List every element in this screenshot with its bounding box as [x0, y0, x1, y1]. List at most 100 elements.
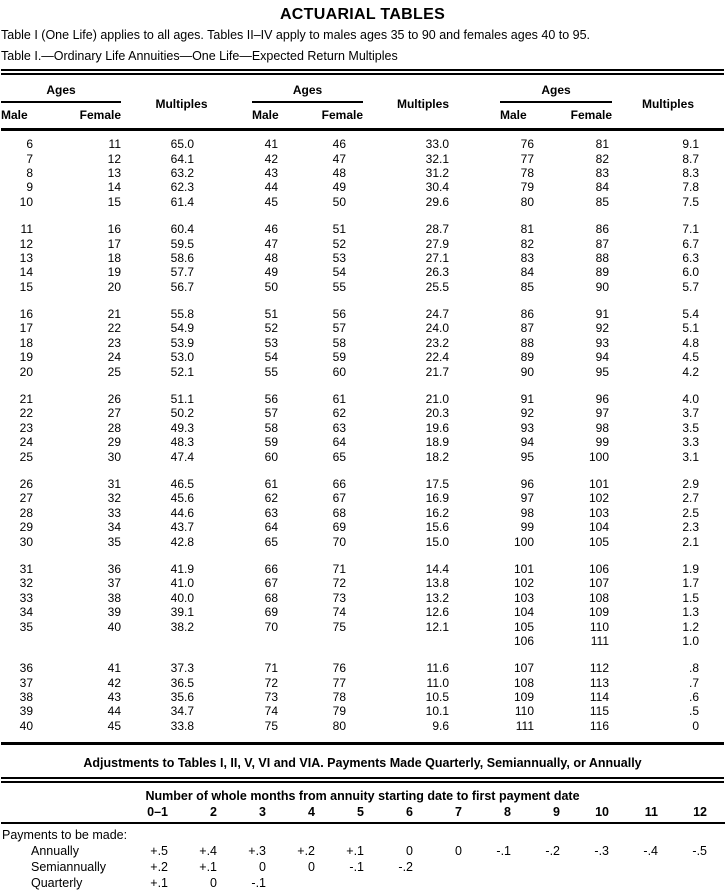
table-cell: 38	[19, 690, 33, 705]
block-gap	[1, 379, 725, 392]
table-cell: 100	[513, 534, 534, 549]
table-cell: 32	[19, 576, 33, 591]
table-cell	[699, 307, 725, 321]
table-cell: 74	[332, 605, 346, 620]
table-cell: 20	[107, 279, 121, 294]
table-cell: 6.3	[682, 250, 699, 265]
table-cell: 77	[332, 675, 346, 690]
table-cell: 37.3	[170, 661, 194, 676]
table-cell: 44.6	[170, 505, 194, 520]
table-cell: 16.9	[425, 491, 449, 506]
table-cell: 6.0	[682, 265, 699, 280]
table-row: 11 16 60.4 46 51 28.7 81 86 7.1	[1, 222, 725, 236]
multiples-heading: Multiples	[396, 96, 449, 111]
adjustment-value-cell	[658, 859, 707, 875]
table-cell: 2.7	[682, 491, 699, 506]
table-cell: 17	[19, 321, 33, 336]
table-cell: 32	[107, 491, 121, 506]
ages-block: Ages Male Female	[500, 83, 612, 128]
table-cell	[699, 435, 725, 449]
block-gap	[1, 549, 725, 562]
adjustment-row: Semiannually +.2 +.1 0 0 -.1 -.2	[1, 859, 725, 875]
table-cell: 105	[513, 619, 534, 634]
adjustment-value-cell: +.1	[150, 876, 168, 891]
table-row: 25 30 47.4 60 65 18.2 95 100 3.1	[1, 449, 725, 464]
table-cell: 73	[264, 690, 278, 705]
table-cell: 11	[108, 137, 121, 152]
months-caption: Number of whole months from annuity star…	[145, 789, 580, 804]
table-cell: 14	[107, 180, 121, 195]
table-cell: 67	[264, 576, 278, 591]
table-cell: 106	[588, 561, 609, 576]
table-cell: 36	[107, 561, 121, 576]
table-cell: 7	[26, 151, 33, 166]
adjustment-value-cell	[462, 875, 511, 891]
table-cell	[699, 520, 725, 534]
table-cell: 53.0	[170, 350, 194, 365]
table-cell: 29.6	[425, 194, 449, 209]
table-cell: 36	[19, 661, 33, 676]
table-cell: 107	[513, 661, 534, 676]
table-cell: 16.2	[425, 505, 449, 520]
table-cell	[699, 676, 725, 690]
table-cell: 50.2	[170, 406, 194, 421]
row-filler	[707, 875, 725, 891]
table-cell: 77	[520, 151, 534, 166]
male-female-row: Male Female	[252, 103, 363, 128]
male-female-row: Male Female	[1, 103, 121, 128]
table-cell: 102	[513, 576, 534, 591]
table-cell	[699, 634, 725, 648]
table-cell: 71	[332, 561, 346, 576]
table-row: 106 111 1.0	[1, 634, 725, 648]
table-cell: 43	[107, 690, 121, 705]
table-cell: 9.1	[682, 137, 699, 152]
table-cell: 35	[107, 534, 121, 549]
table-cell: 5.1	[682, 321, 699, 336]
table-cell: 10	[19, 194, 33, 209]
table-cell: 85	[520, 279, 534, 294]
table-cell	[699, 591, 725, 605]
table-cell: 91	[520, 392, 534, 407]
table-cell: 24.0	[425, 321, 449, 336]
table-cell: 34.7	[170, 704, 194, 719]
table-cell: 7.5	[682, 194, 699, 209]
table-row: 39 44 34.7 74 79 10.1 110 115 .5	[1, 704, 725, 718]
table-cell: 91	[595, 307, 609, 322]
adjustment-value-cell: -.1	[496, 844, 511, 859]
table-cell: 56	[264, 392, 278, 407]
table-cell: 12.1	[425, 619, 449, 634]
adjustment-value-cell: -.2	[545, 844, 560, 859]
table-cell: 29	[107, 435, 121, 450]
table-cell: 84	[520, 265, 534, 280]
table-cell	[699, 619, 725, 633]
table-cell	[699, 576, 725, 590]
adjustment-value-cell: -.1	[251, 876, 266, 891]
table-cell: 1.7	[682, 576, 699, 591]
table-cell: 1.3	[682, 605, 699, 620]
table-cell: 70	[332, 534, 346, 549]
table-cell: 59.5	[170, 236, 194, 251]
table-cell: 2.1	[682, 534, 699, 549]
table-row: 15 20 56.7 50 55 25.5 85 90 5.7	[1, 280, 725, 294]
intro-text: Table I (One Life) applies to all ages. …	[1, 28, 591, 42]
table-cell: 25	[107, 364, 121, 379]
table-cell: 38	[107, 590, 121, 605]
table-cell: 59	[332, 350, 346, 365]
table-cell: 13.2	[425, 590, 449, 605]
table-cell: 39.1	[170, 605, 194, 620]
table-cell	[699, 449, 725, 463]
table-cell: 55	[332, 279, 346, 294]
adjustment-value-cell: +.1	[199, 860, 217, 875]
table-cell: 51.1	[170, 392, 194, 407]
table-cell	[699, 364, 725, 378]
table-cell: 99	[520, 520, 534, 535]
table-cell: 19	[19, 350, 33, 365]
table-cell	[699, 180, 725, 194]
table-cell: 41.0	[170, 576, 194, 591]
table-cell: 84	[595, 180, 609, 195]
table-cell: 27.9	[425, 236, 449, 251]
table-cell: 61.4	[170, 194, 194, 209]
table-row: 33 38 40.0 68 73 13.2 103 108 1.5	[1, 591, 725, 605]
adjustment-value-cell: +.4	[199, 844, 217, 859]
table-cell: 33	[107, 505, 121, 520]
